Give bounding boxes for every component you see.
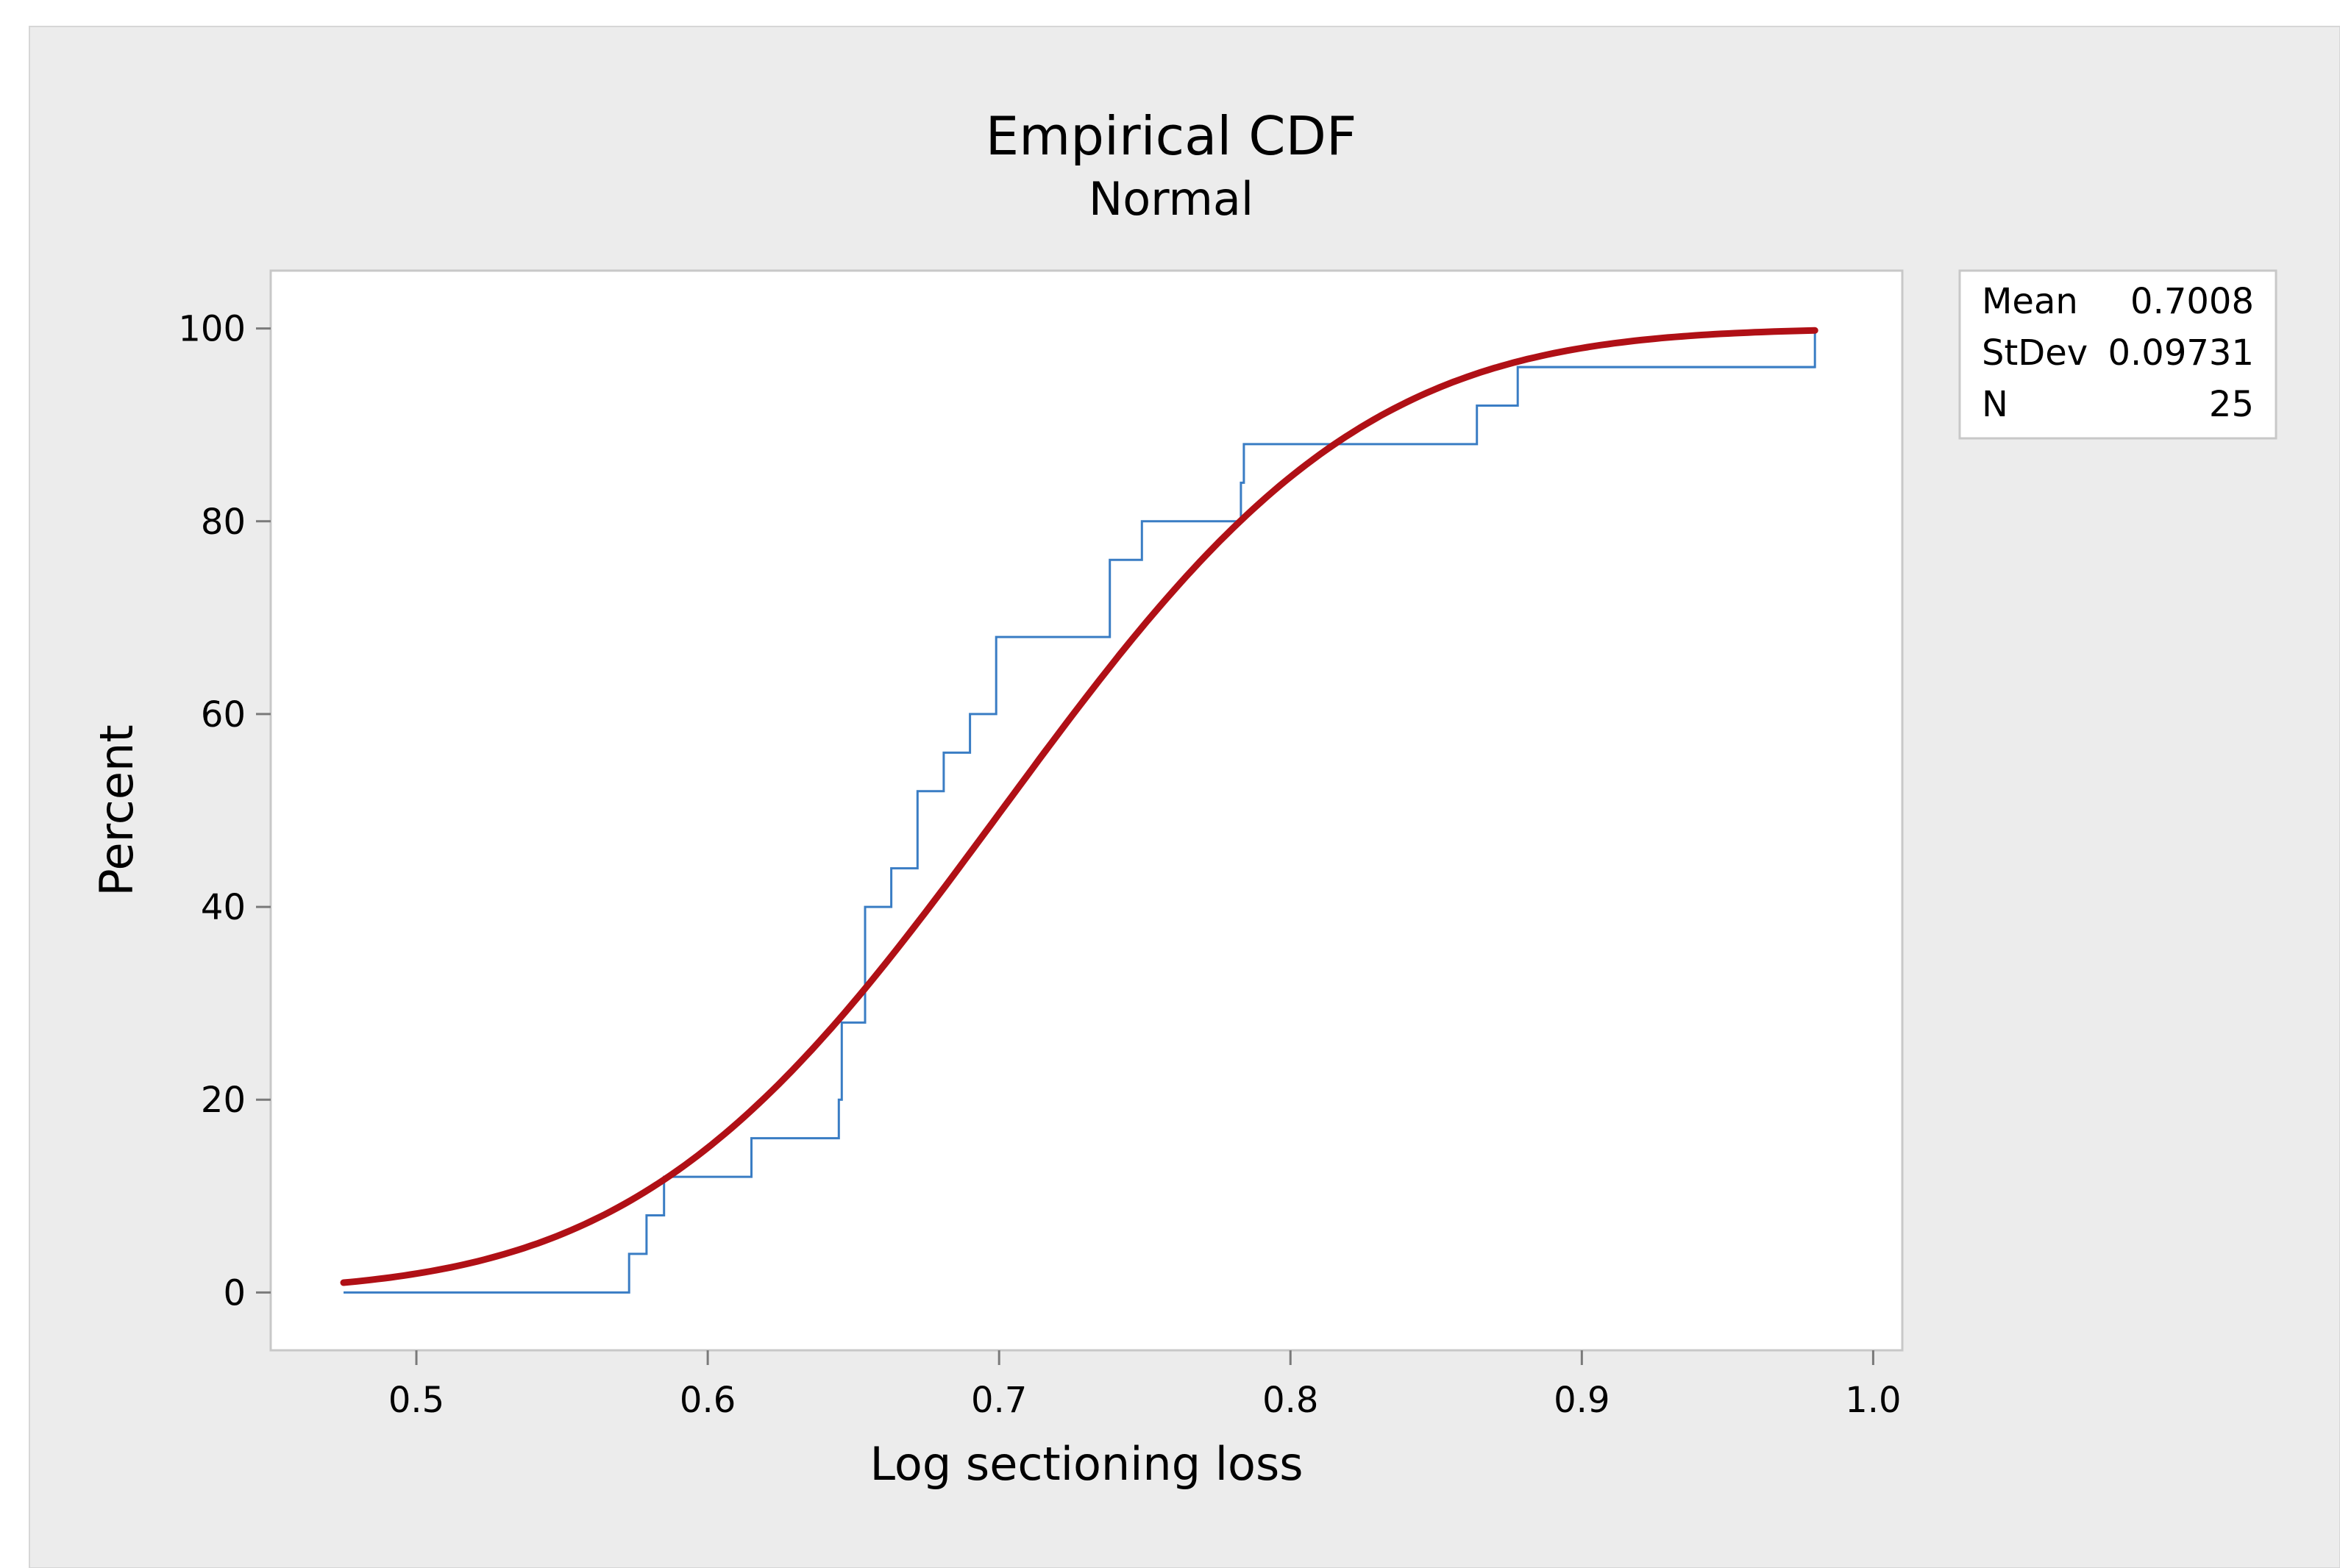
legend-stdev-value: 0.09731 (2108, 332, 2255, 374)
x-axis: 0.5 0.6 0.7 0.8 0.9 1.0 (388, 1350, 1902, 1421)
plot-area (269, 269, 1904, 1352)
legend-n-label: N (1982, 384, 2008, 425)
x-tick-label: 0.5 (388, 1380, 444, 1421)
series-group (340, 327, 1818, 1294)
empirical-step-line (344, 328, 1816, 1294)
legend-n-value: 25 (2209, 384, 2254, 425)
x-tick-label: 0.6 (680, 1380, 736, 1421)
legend-box (1958, 269, 2277, 440)
x-tick-label: 0.7 (971, 1380, 1027, 1421)
y-tick-label: 60 (201, 694, 246, 735)
y-tick-label: 20 (201, 1080, 246, 1121)
x-axis-label: Log sectioning loss (870, 1437, 1303, 1491)
x-tick-label: 0.8 (1262, 1380, 1318, 1421)
y-tick-label: 40 (201, 887, 246, 928)
y-tick-label: 100 (178, 309, 246, 350)
legend-mean-label: Mean (1982, 281, 2078, 322)
legend-stdev-label: StDev (1982, 332, 2088, 374)
x-tick-label: 1.0 (1845, 1380, 1901, 1421)
chart-subtitle: Normal (1089, 172, 1253, 226)
chart-title: Empirical CDF (986, 105, 1357, 167)
x-tick-label: 0.9 (1554, 1380, 1610, 1421)
legend: Mean 0.7008 StDev 0.09731 N 25 (1958, 269, 2277, 440)
y-axis: 0 20 40 60 80 100 (178, 309, 271, 1314)
normal-cdf-curve (340, 327, 1818, 1286)
y-tick-label: 80 (201, 502, 246, 543)
legend-mean-value: 0.7008 (2130, 281, 2254, 322)
y-tick-label: 0 (223, 1272, 246, 1314)
y-axis-label: Percent (90, 724, 143, 896)
